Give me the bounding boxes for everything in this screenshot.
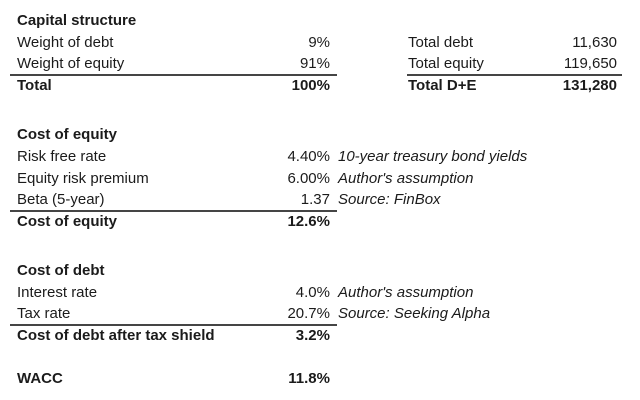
row-weight-of-debt: Weight of debt 9% Total debt 11,630	[0, 32, 640, 54]
row-beta: Beta (5-year) 1.37 Source: FinBox	[0, 189, 640, 211]
section-header-cost-of-debt: Cost of debt	[0, 260, 640, 282]
wacc-label: WACC	[17, 370, 63, 387]
risk-free-rate-note: 10-year treasury bond yields	[338, 148, 528, 165]
total-debt-value: 11,630	[572, 34, 617, 51]
equity-risk-premium-note: Author's assumption	[338, 170, 474, 187]
row-tax-rate: Tax rate 20.7% Source: Seeking Alpha	[0, 303, 640, 325]
row-equity-risk-premium: Equity risk premium 6.00% Author's assum…	[0, 168, 640, 190]
tax-rate-note: Source: Seeking Alpha	[338, 305, 491, 322]
row-interest-rate: Interest rate 4.0% Author's assumption	[0, 282, 640, 304]
beta-note: Source: FinBox	[338, 191, 441, 208]
row-wacc: WACC 11.8%	[0, 368, 640, 390]
total-value: 100%	[291, 77, 330, 94]
total-equity-value: 119,650	[563, 55, 617, 72]
row-cost-of-debt-after-tax: Cost of debt after tax shield 3.2%	[0, 325, 640, 347]
total-de-value: 131,280	[562, 77, 617, 94]
interest-rate-label: Interest rate	[17, 284, 98, 301]
cost-of-equity-label: Cost of equity	[17, 213, 117, 230]
section-title: Cost of equity	[17, 126, 117, 143]
wacc-value: 11.8%	[288, 370, 330, 387]
interest-rate-note: Author's assumption	[338, 284, 474, 301]
risk-free-rate-label: Risk free rate	[17, 148, 107, 165]
divider-cost-of-equity	[10, 210, 337, 212]
section-title: Cost of debt	[17, 262, 105, 279]
row-capital-total: Total 100% Total D+E 131,280	[0, 75, 640, 97]
cost-of-equity-value: 12.6%	[287, 213, 330, 230]
beta-value: 1.37	[300, 191, 330, 208]
equity-risk-premium-value: 6.00%	[287, 170, 330, 187]
divider-capital-right	[407, 74, 622, 76]
beta-label: Beta (5-year)	[17, 191, 105, 208]
divider-capital-left	[10, 74, 337, 76]
row-weight-of-equity: Weight of equity 91% Total equity 119,65…	[0, 53, 640, 75]
weight-of-equity-value: 91%	[299, 55, 330, 72]
total-equity-label: Total equity	[408, 55, 484, 72]
section-header-capital-structure: Capital structure	[0, 10, 640, 32]
row-risk-free-rate: Risk free rate 4.40% 10-year treasury bo…	[0, 146, 640, 168]
divider-cost-of-debt	[10, 324, 337, 326]
total-de-label: Total D+E	[408, 77, 477, 94]
section-title: Capital structure	[17, 12, 137, 29]
row-cost-of-equity-total: Cost of equity 12.6%	[0, 211, 640, 233]
risk-free-rate-value: 4.40%	[287, 148, 330, 165]
cost-of-debt-after-tax-value: 3.2%	[295, 327, 330, 344]
section-header-cost-of-equity: Cost of equity	[0, 124, 640, 146]
weight-of-equity-label: Weight of equity	[17, 55, 125, 72]
interest-rate-value: 4.0%	[295, 284, 330, 301]
weight-of-debt-label: Weight of debt	[17, 34, 114, 51]
total-debt-label: Total debt	[408, 34, 474, 51]
tax-rate-value: 20.7%	[287, 305, 330, 322]
weight-of-debt-value: 9%	[308, 34, 330, 51]
cost-of-debt-after-tax-label: Cost of debt after tax shield	[17, 327, 215, 344]
total-label: Total	[17, 77, 52, 94]
tax-rate-label: Tax rate	[17, 305, 71, 322]
equity-risk-premium-label: Equity risk premium	[17, 170, 149, 187]
